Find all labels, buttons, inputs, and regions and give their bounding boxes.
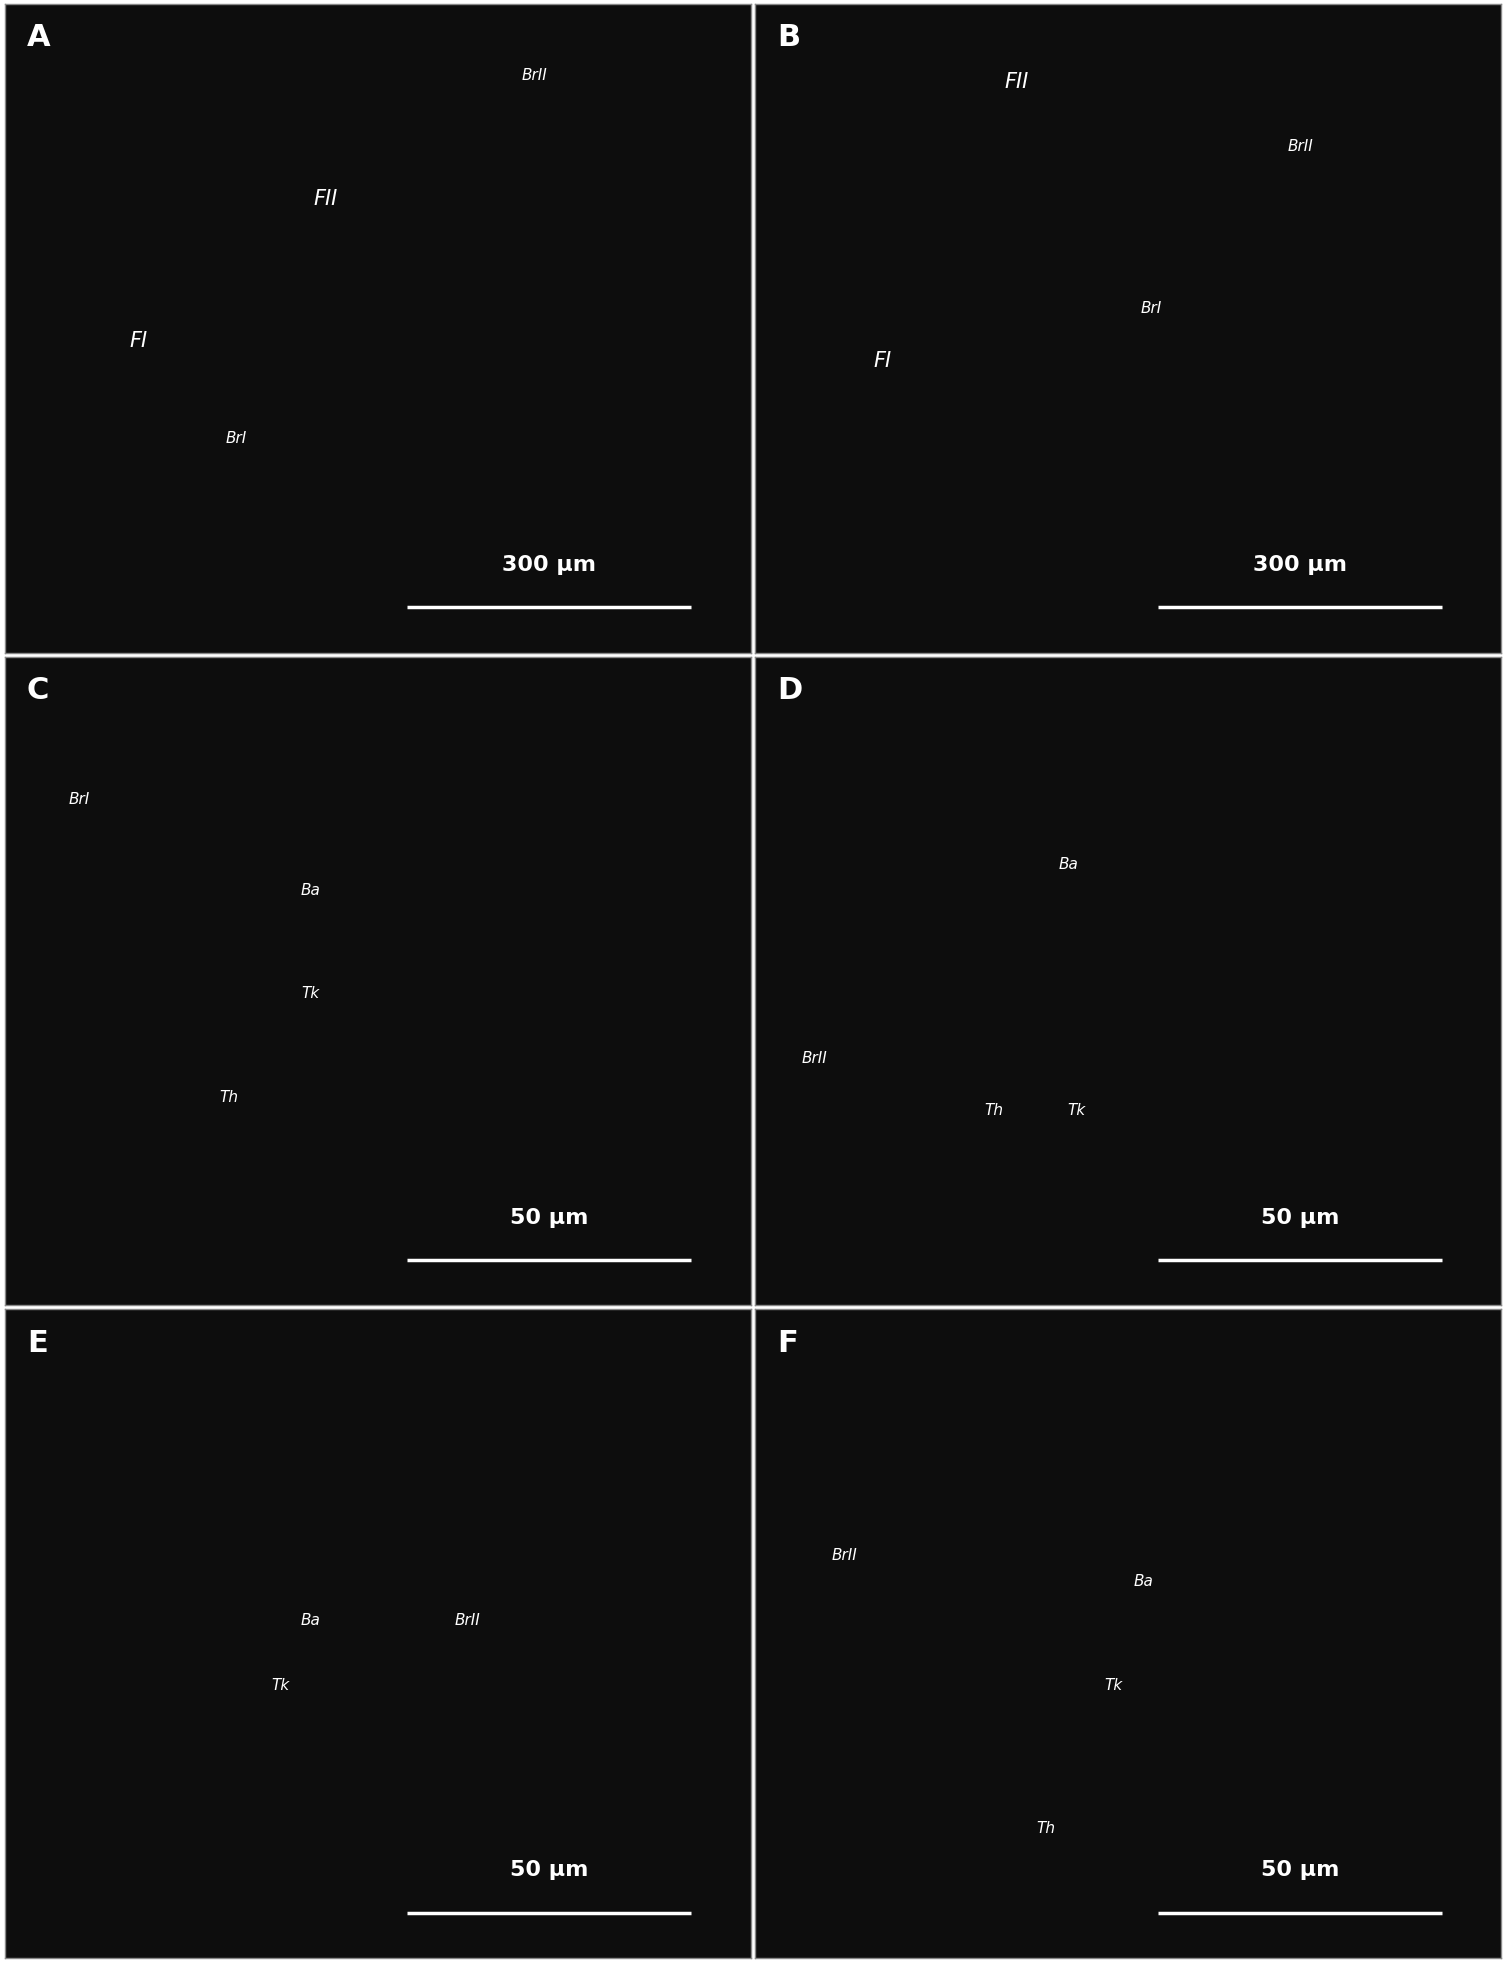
Text: BrII: BrII [803,1052,828,1067]
Text: FI: FI [873,351,892,371]
Text: 50 μm: 50 μm [1261,1207,1339,1228]
Text: F: F [777,1328,798,1358]
Text: 50 μm: 50 μm [511,1207,589,1228]
Text: 50 μm: 50 μm [511,1860,589,1880]
Text: BrI: BrI [226,432,247,445]
Text: BrII: BrII [455,1613,480,1628]
Text: Th: Th [1036,1821,1056,1836]
Text: FII: FII [1005,73,1029,92]
Text: Th: Th [218,1091,238,1105]
Text: Ba: Ba [301,1613,321,1628]
Text: FI: FI [130,332,148,351]
Text: BrII: BrII [1288,139,1313,155]
Text: 50 μm: 50 μm [1261,1860,1339,1880]
Text: 300 μm: 300 μm [503,555,596,575]
Text: Ba: Ba [1134,1574,1154,1589]
Text: BrII: BrII [521,69,547,82]
Text: C: C [27,677,50,704]
Text: Th: Th [985,1103,1003,1118]
Text: FII: FII [313,188,337,208]
Text: BrII: BrII [831,1548,858,1564]
Text: BrI: BrI [1140,302,1161,316]
Text: E: E [27,1328,48,1358]
Text: D: D [777,677,803,704]
Text: B: B [777,24,801,53]
Text: 300 μm: 300 μm [1253,555,1346,575]
Text: Tk: Tk [271,1678,289,1693]
Text: Tk: Tk [1104,1678,1122,1693]
Text: Tk: Tk [1068,1103,1086,1118]
Text: BrI: BrI [68,793,90,806]
Text: Ba: Ba [301,883,321,899]
Text: Ba: Ba [1059,857,1078,871]
Text: A: A [27,24,51,53]
Text: Tk: Tk [301,987,319,1001]
